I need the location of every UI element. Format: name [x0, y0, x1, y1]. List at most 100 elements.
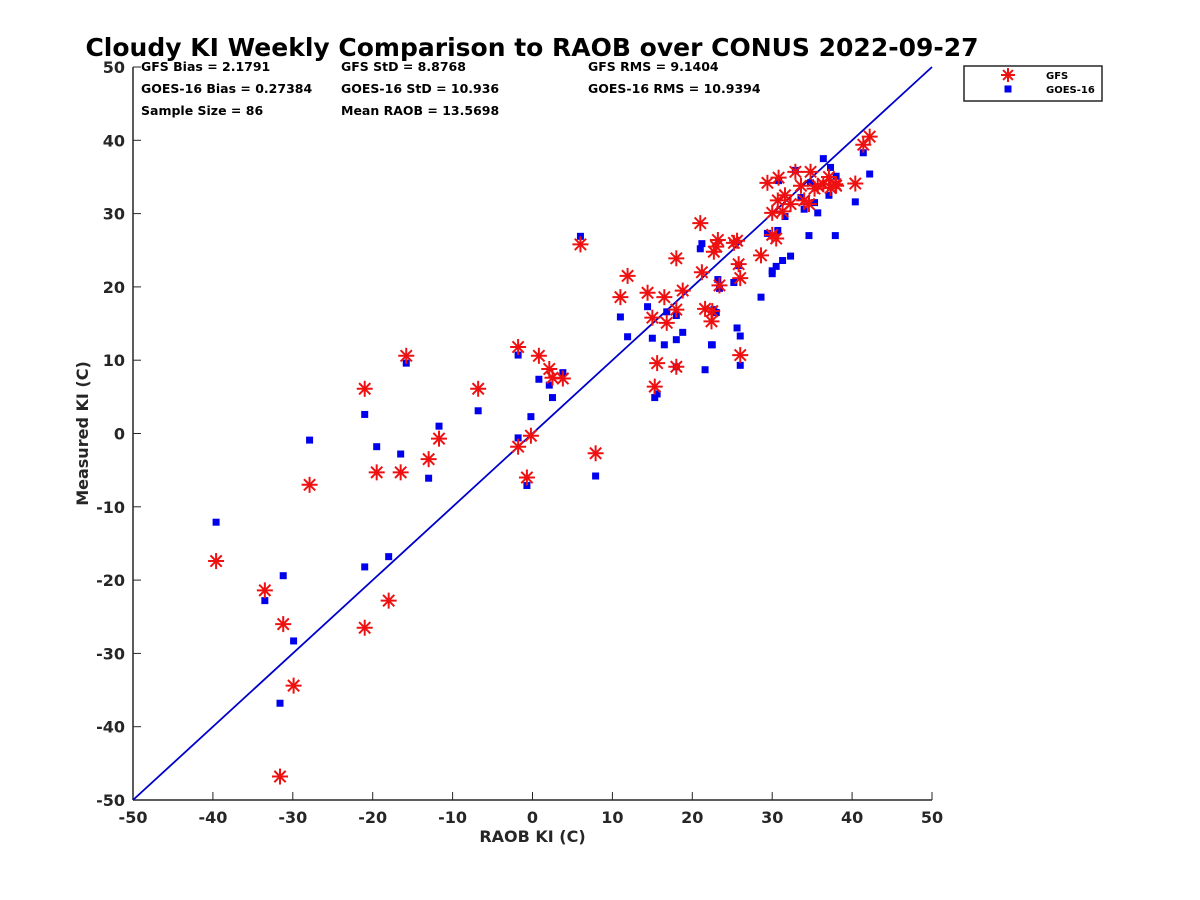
y-tick-label: -50	[96, 791, 125, 810]
gfs-point	[619, 267, 636, 284]
goes16-point	[616, 313, 624, 321]
x-tick-label: -40	[198, 808, 227, 827]
data-points	[208, 128, 878, 785]
goes16-point	[290, 637, 298, 645]
axes: -50 -40 -30 -20 -10 0 10 20 30 40 50 -50 -40 -30 -20 -1…	[73, 58, 943, 846]
gfs-point	[787, 163, 804, 180]
goes16-point	[736, 361, 744, 369]
legend-goes16-symbol	[1004, 85, 1012, 93]
goes16-point	[279, 572, 287, 580]
gfs-point	[704, 303, 721, 320]
gfs-point	[392, 464, 409, 481]
goes16-point	[373, 443, 381, 451]
goes16-point	[805, 232, 813, 240]
goes16-point	[644, 303, 652, 311]
gfs-point	[644, 309, 661, 326]
goes16-point	[397, 450, 405, 458]
gfs-point	[692, 215, 709, 232]
x-tick-label: 40	[841, 808, 863, 827]
goes16-point	[514, 351, 522, 359]
goes16-point	[261, 597, 269, 605]
gfs-point	[356, 380, 373, 397]
goes16-point	[736, 332, 744, 340]
gfs-point	[256, 582, 273, 599]
y-tick-label: 50	[103, 58, 125, 77]
gfs-point	[802, 163, 819, 180]
gfs-point	[693, 264, 710, 281]
legend-marker-goes16	[1004, 85, 1012, 93]
gfs-point	[729, 232, 746, 249]
goes16-point	[660, 341, 668, 349]
goes16-point	[435, 422, 443, 430]
gfs-point	[668, 358, 685, 375]
gfs-point	[711, 277, 728, 294]
gfs-point	[208, 553, 225, 570]
goes16-point	[708, 341, 716, 349]
statistics-block: GFS Bias = 2.1791 GFS StD = 8.8768 GFS R…	[141, 59, 761, 118]
y-tick-label: 20	[103, 278, 125, 297]
legend-gfs-symbol	[1001, 68, 1015, 82]
gfs-point	[649, 355, 666, 372]
gfs-point	[770, 169, 787, 186]
goes16-point	[698, 240, 706, 248]
stat-mean-raob: Mean RAOB = 13.5698	[341, 103, 499, 118]
gfs-point	[587, 445, 604, 462]
goes16-point	[548, 394, 556, 402]
stat-goes-bias: GOES-16 Bias = 0.27384	[141, 81, 312, 96]
gfs-point	[730, 256, 747, 273]
x-tick-label: 20	[681, 808, 703, 827]
gfs-point	[792, 177, 809, 194]
legend-box	[963, 65, 1103, 102]
gfs-point	[301, 476, 318, 493]
goes16-point	[730, 279, 738, 287]
goes16-point	[651, 394, 659, 402]
x-tick-label: -50	[119, 808, 148, 827]
gfs-point	[709, 231, 726, 248]
legend-label-goes16: GOES-16	[1046, 85, 1095, 96]
gfs-point	[518, 469, 535, 486]
goes16-point	[474, 407, 482, 415]
chart-title: Cloudy KI Weekly Comparison to RAOB over…	[85, 33, 978, 62]
x-tick-label: 30	[761, 808, 783, 827]
goes16-point	[781, 213, 789, 221]
stat-sample-size: Sample Size = 86	[141, 103, 263, 118]
gfs-point	[800, 196, 817, 213]
stat-gfs-std: GFS StD = 8.8768	[341, 59, 466, 74]
goes16-point	[592, 472, 600, 480]
goes16-point	[523, 482, 531, 490]
gfs-point	[697, 300, 714, 317]
goes16-point	[768, 267, 776, 275]
goes16-point	[859, 149, 867, 157]
goes16-point	[648, 334, 656, 342]
gfs-point	[764, 204, 781, 221]
gfs-point	[554, 370, 571, 387]
gfs-point	[639, 284, 656, 301]
y-tick-label: 0	[114, 425, 125, 444]
y-tick-label: -20	[96, 571, 125, 590]
goes16-point	[825, 191, 833, 199]
goes16-point	[545, 381, 553, 389]
y-axis-label: Measured KI (C)	[73, 361, 92, 506]
goes16-point	[276, 699, 284, 707]
goes16-point	[701, 366, 709, 374]
goes16-point	[807, 179, 815, 187]
goes16-point	[679, 328, 687, 336]
goes16-point	[212, 518, 220, 526]
goes16-point	[653, 390, 661, 398]
y-tick-label: -40	[96, 718, 125, 737]
gfs-point	[658, 314, 675, 331]
gfs-point	[732, 270, 749, 287]
gfs-point	[732, 347, 749, 364]
goes16-point	[827, 163, 835, 171]
gfs-point	[380, 592, 397, 609]
goes16-point	[772, 262, 780, 270]
x-axis-label: RAOB KI (C)	[479, 827, 585, 846]
gfs-point	[470, 380, 487, 397]
legend-label-gfs: GFS	[1046, 71, 1068, 82]
goes16-point	[306, 436, 314, 444]
gfs-point	[398, 347, 415, 364]
stat-goes-std: GOES-16 StD = 10.936	[341, 81, 499, 96]
x-tick-label: 0	[527, 808, 538, 827]
goes16-point	[576, 232, 584, 240]
gfs-point	[356, 619, 373, 636]
